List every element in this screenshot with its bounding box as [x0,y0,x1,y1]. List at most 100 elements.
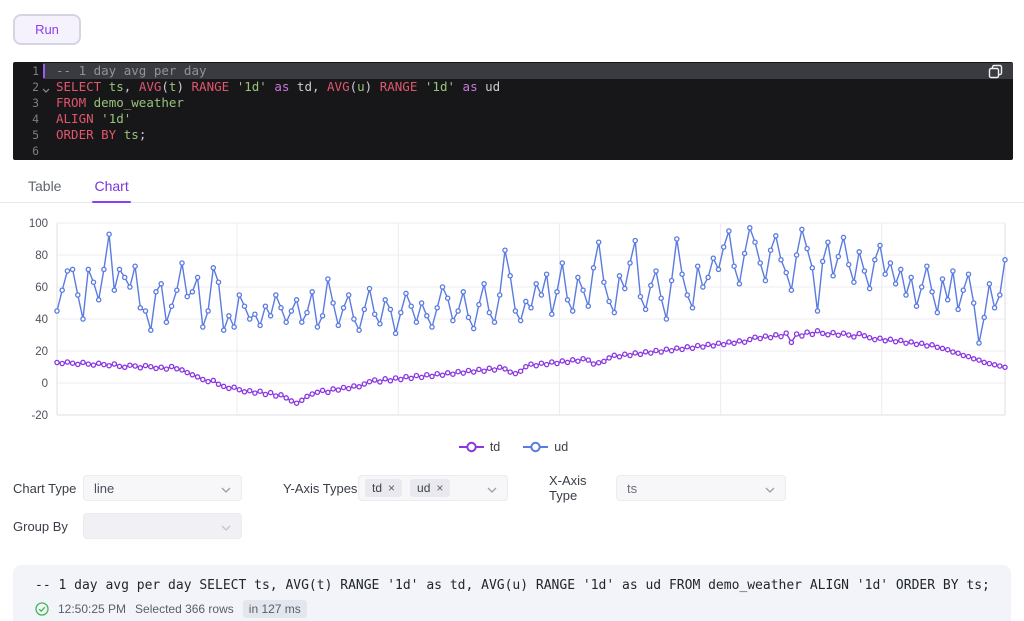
data-point-ud[interactable] [533,281,539,287]
data-point-ud[interactable] [293,297,300,303]
data-point-td[interactable] [314,389,321,396]
data-point-td[interactable] [887,336,894,343]
data-point-td[interactable] [585,357,592,363]
data-point-td[interactable] [830,329,836,336]
data-point-ud[interactable] [601,279,607,285]
data-point-td[interactable] [465,367,472,374]
data-point-ud[interactable] [101,266,107,273]
data-point-td[interactable] [64,359,71,365]
data-point-ud[interactable] [799,226,805,233]
data-point-td[interactable] [502,366,508,372]
data-point-td[interactable] [356,384,362,390]
data-point-td[interactable] [257,388,263,394]
data-point-ud[interactable] [351,316,357,322]
data-point-td[interactable] [517,368,524,374]
data-point-ud[interactable] [882,271,888,277]
data-point-ud[interactable] [939,276,946,282]
editor-line[interactable]: 5 ORDER BY ts; [13,127,1013,143]
data-point-td[interactable] [366,378,373,385]
data-point-ud[interactable] [455,308,461,314]
data-point-ud[interactable] [273,292,279,298]
data-point-td[interactable] [236,386,243,393]
data-point-ud[interactable] [991,305,998,311]
data-point-ud[interactable] [892,281,899,287]
data-point-ud[interactable] [174,287,180,293]
data-point-td[interactable] [398,376,404,383]
data-point-ud[interactable] [694,263,701,269]
data-point-ud[interactable] [450,317,456,324]
data-point-td[interactable] [595,359,602,366]
data-point-ud[interactable] [429,324,435,330]
data-point-ud[interactable] [845,261,852,268]
data-point-td[interactable] [80,359,86,366]
data-point-td[interactable] [444,370,451,376]
data-point-ud[interactable] [142,308,149,314]
data-point-ud[interactable] [648,282,654,289]
data-point-td[interactable] [564,359,571,366]
data-point-ud[interactable] [408,303,414,309]
data-point-ud[interactable] [804,245,810,252]
run-button[interactable]: Run [13,14,81,45]
data-point-ud[interactable] [632,237,638,244]
data-point-ud[interactable] [184,293,190,300]
data-point-ud[interactable] [559,260,566,266]
data-point-ud[interactable] [325,276,331,282]
data-point-ud[interactable] [819,258,826,265]
data-point-ud[interactable] [137,305,144,311]
data-point-td[interactable] [95,360,102,367]
editor-line[interactable]: 1 -- 1 day avg per day [13,63,1013,79]
data-point-td[interactable] [142,362,149,369]
data-point-td[interactable] [523,363,529,370]
data-point-td[interactable] [747,336,753,343]
data-point-ud[interactable] [476,301,482,308]
data-point-td[interactable] [418,374,425,381]
data-point-ud[interactable] [747,225,753,231]
data-point-ud[interactable] [335,322,342,329]
data-point-td[interactable] [507,369,513,375]
data-point-ud[interactable] [163,319,170,325]
data-point-td[interactable] [231,384,237,390]
data-point-ud[interactable] [387,306,394,313]
data-point-td[interactable] [330,386,336,392]
data-point-td[interactable] [793,331,800,337]
data-point-td[interactable] [283,395,289,401]
copy-icon[interactable] [988,64,1003,83]
data-point-ud[interactable] [773,233,779,239]
data-point-td[interactable] [189,372,196,378]
data-point-td[interactable] [694,342,701,349]
data-point-ud[interactable] [872,257,878,263]
data-point-td[interactable] [116,363,123,370]
data-point-ud[interactable] [299,319,305,325]
data-point-ud[interactable] [439,284,446,290]
data-point-td[interactable] [382,376,388,382]
data-point-ud[interactable] [189,289,196,295]
data-point-td[interactable] [121,364,128,371]
data-point-ud[interactable] [512,308,519,314]
data-point-td[interactable] [460,370,467,376]
data-point-td[interactable] [950,349,956,355]
data-point-td[interactable] [559,358,566,364]
data-point-ud[interactable] [757,260,763,266]
data-point-td[interactable] [840,330,847,336]
data-point-ud[interactable] [726,228,732,234]
data-point-ud[interactable] [210,265,217,271]
data-point-td[interactable] [799,333,805,339]
data-point-ud[interactable] [606,298,612,305]
data-point-ud[interactable] [106,231,112,237]
data-point-td[interactable] [658,349,664,355]
data-point-ud[interactable] [288,308,295,314]
data-point-ud[interactable] [496,292,503,298]
data-point-td[interactable] [861,333,868,339]
data-point-td[interactable] [856,330,862,337]
data-point-ud[interactable] [783,269,789,276]
data-point-td[interactable] [85,361,92,367]
data-point-ud[interactable] [575,274,581,281]
data-point-td[interactable] [335,387,342,393]
data-point-ud[interactable] [283,319,289,325]
data-point-ud[interactable] [684,292,691,298]
data-point-td[interactable] [918,340,925,347]
data-point-td[interactable] [845,332,852,338]
data-point-td[interactable] [543,361,550,368]
data-point-td[interactable] [549,359,555,365]
data-point-ud[interactable] [382,297,388,303]
